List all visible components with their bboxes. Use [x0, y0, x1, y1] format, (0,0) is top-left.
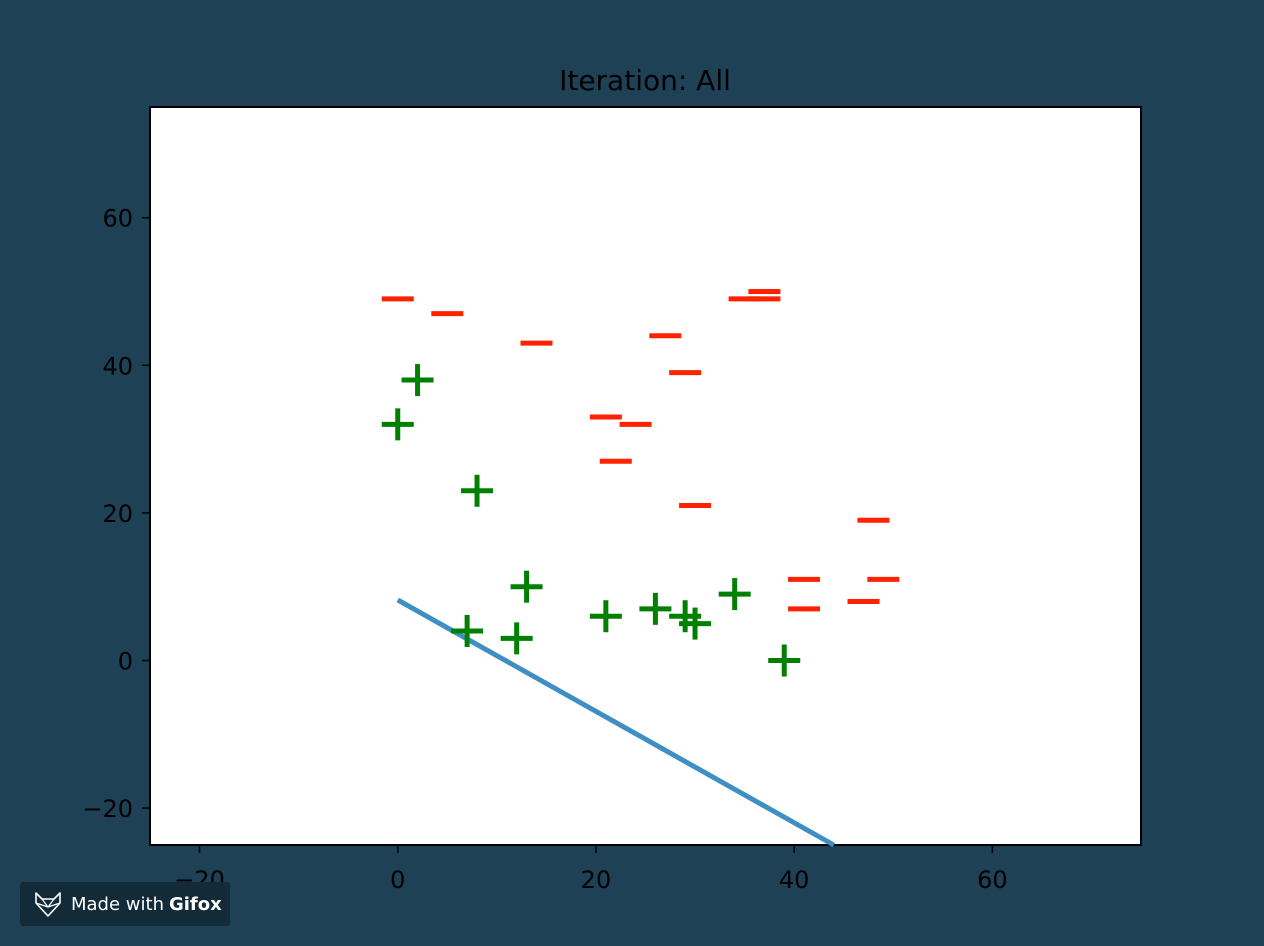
- plot-marks: [381, 289, 900, 848]
- decision-line: [396, 597, 836, 848]
- x-tick-label: 0: [390, 866, 405, 894]
- made-with-gifox-badge[interactable]: Made with Gifox: [20, 882, 230, 926]
- x-tick-label: 60: [977, 866, 1008, 894]
- positive-point: [451, 614, 484, 647]
- positive-point: [381, 408, 414, 441]
- positive-point: [510, 570, 543, 603]
- badge-brand: Gifox: [168, 893, 222, 915]
- y-tick-label: 60: [102, 205, 133, 233]
- positive-point: [639, 592, 672, 625]
- positive-point: [589, 600, 622, 633]
- positive-point: [679, 607, 712, 640]
- positive-point: [401, 364, 434, 397]
- badge-prefix: Made with: [71, 893, 164, 915]
- positive-point: [718, 578, 751, 611]
- positive-point: [500, 622, 533, 655]
- fox-icon: [35, 892, 61, 917]
- y-tick-label: 40: [102, 352, 133, 380]
- y-tick-label: 0: [118, 648, 133, 676]
- y-tick-label: −20: [82, 795, 133, 823]
- x-tick-label: 40: [779, 866, 810, 894]
- x-tick-label: 20: [581, 866, 612, 894]
- y-tick-label: 20: [102, 500, 133, 528]
- positive-point: [768, 644, 801, 677]
- positive-point: [461, 474, 494, 507]
- chart-title: Iteration: All: [559, 64, 731, 97]
- plot-area: [149, 106, 1142, 846]
